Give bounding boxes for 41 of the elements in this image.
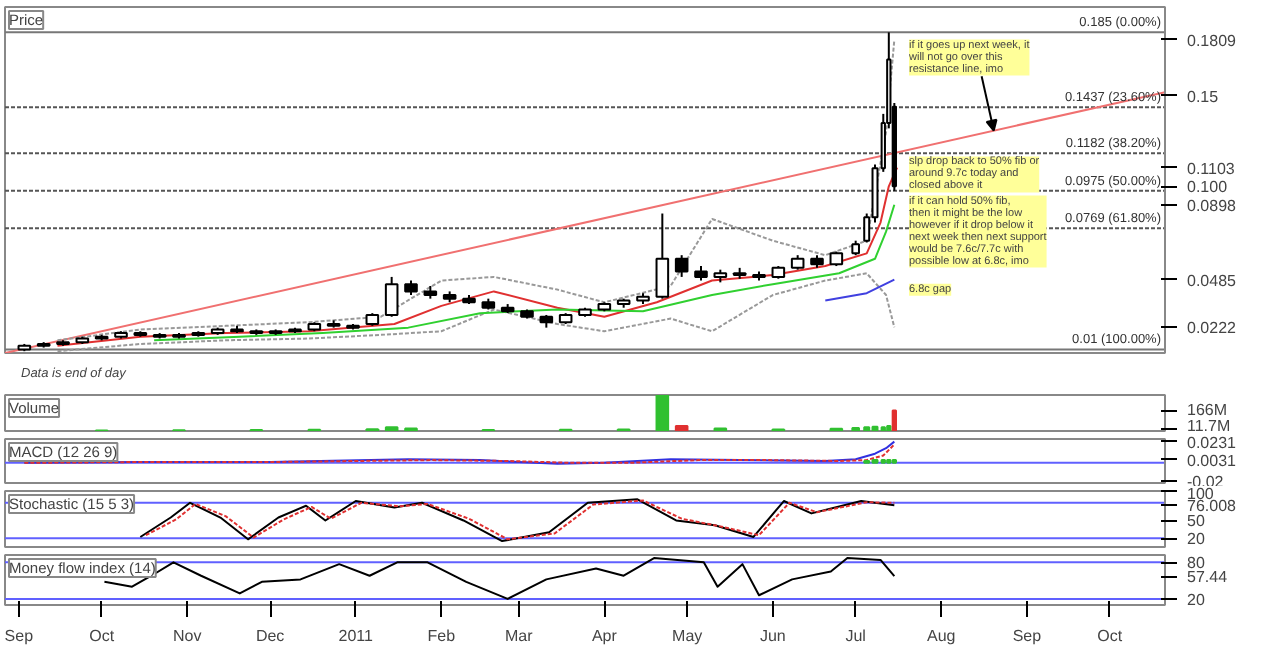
y-tick-label: 0.15 (1187, 87, 1220, 106)
y-tick-label: 76.008 (1187, 497, 1238, 516)
line-series (56, 166, 899, 347)
y-tick-label: 100 (1187, 485, 1215, 503)
x-tick-label: Dec (255, 627, 285, 645)
x-tick-label: Aug (927, 627, 956, 645)
candlestick (674, 254, 689, 278)
y-tick-label: 0.0898 (1187, 196, 1238, 215)
x-tick-label: Mar (504, 627, 534, 645)
y-tick-label: 20 (1187, 530, 1206, 549)
x-tick-label: Jun (759, 627, 786, 645)
y-tick-label: 80 (1187, 554, 1206, 573)
y-tick-label: 57.44 (1187, 568, 1229, 587)
x-tick-label: Jul (845, 627, 867, 645)
y-tick-label: 0.0222 (1187, 319, 1238, 338)
line-series (153, 203, 896, 342)
x-tick-label: 2011 (338, 627, 375, 645)
y-tick-label: 0.1809 (1187, 31, 1238, 50)
candlestick (384, 275, 399, 318)
x-tick-label: Feb (427, 627, 457, 645)
y-tick-label: 0.100 (1187, 178, 1229, 197)
y-tick-label: 20 (1187, 590, 1206, 609)
bar (655, 395, 670, 431)
y-tick-label: 0.0231 (1187, 433, 1238, 452)
bar (674, 425, 689, 431)
x-tick-label: Oct (1097, 627, 1124, 645)
x-tick-label: Sep (1012, 627, 1043, 645)
y-tick-label: 11.7M (1187, 417, 1231, 435)
x-tick-label: Oct (89, 627, 116, 645)
x-tick-label: Apr (591, 627, 618, 645)
y-tick-label: 0.1103 (1187, 159, 1236, 178)
y-tick-label: 50 (1187, 512, 1206, 531)
y-tick-label: 0.0031 (1187, 451, 1238, 470)
x-tick-label: May (672, 627, 703, 645)
x-tick-label: Sep (4, 627, 35, 645)
line-series (56, 38, 896, 342)
line-series (56, 272, 896, 353)
y-tick-label: 166M (1187, 401, 1228, 420)
x-tick-label: Nov (173, 627, 202, 645)
y-tick-label: 0.0485 (1187, 271, 1238, 290)
candlestick (655, 212, 670, 300)
